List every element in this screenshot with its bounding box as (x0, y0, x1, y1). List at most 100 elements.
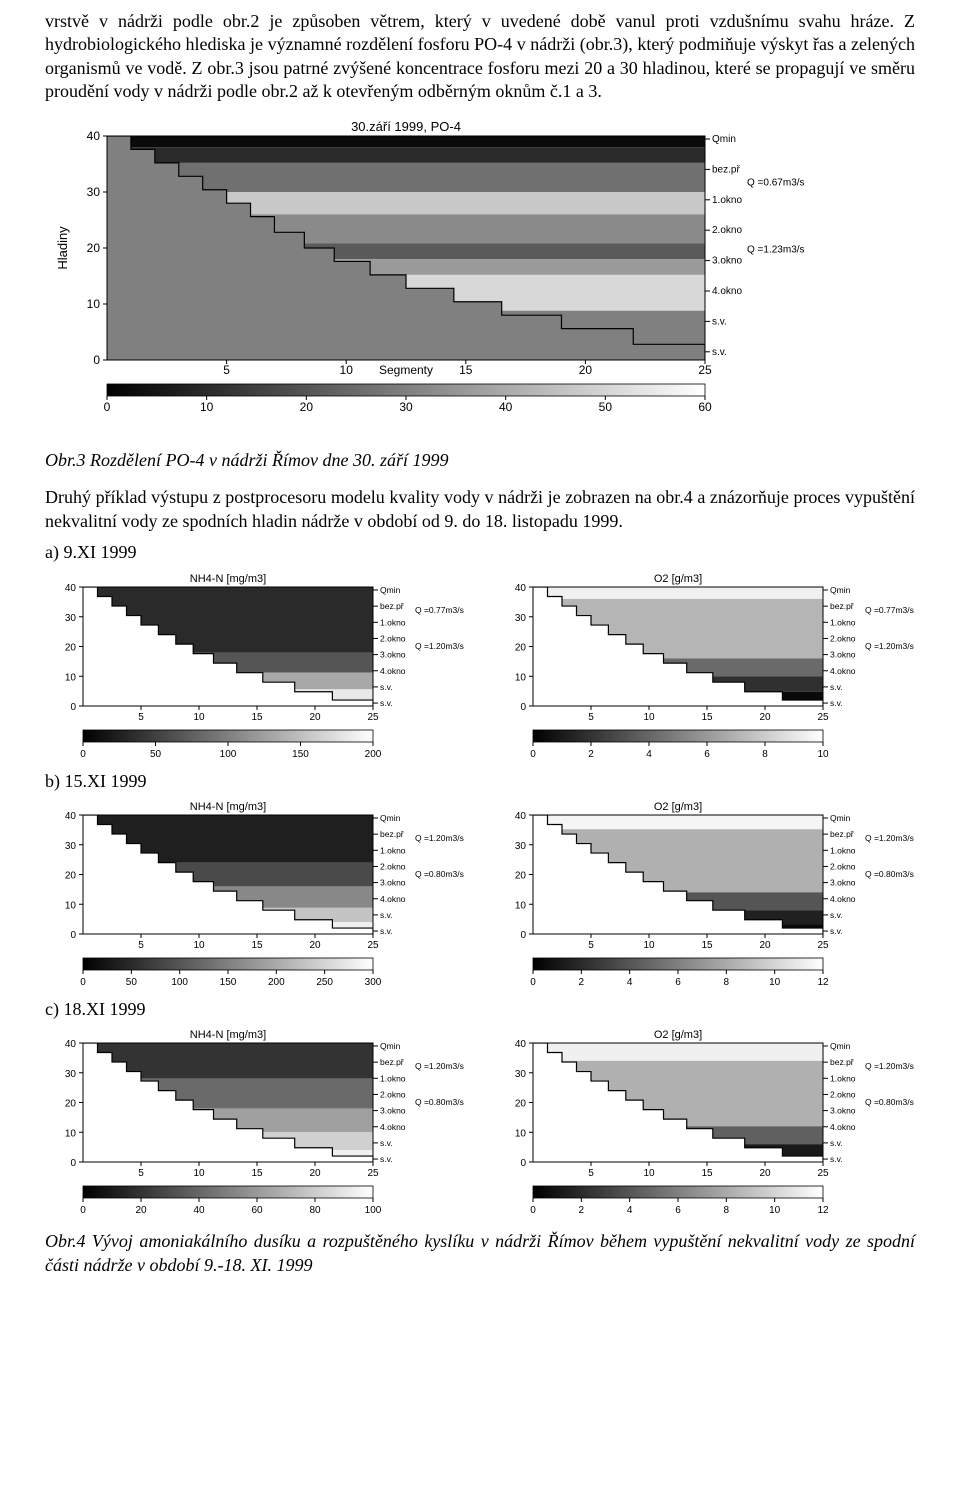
fig4-caption: Obr.4 Vývoj amoniakálního dusíku a rozpu… (45, 1230, 915, 1277)
svg-text:200: 200 (268, 977, 285, 988)
svg-text:25: 25 (817, 712, 829, 723)
svg-text:0: 0 (70, 930, 76, 941)
svg-text:Qmin: Qmin (380, 585, 401, 595)
svg-text:25: 25 (817, 940, 829, 951)
svg-text:Q =1.20m3/s: Q =1.20m3/s (865, 640, 914, 650)
svg-text:20: 20 (300, 400, 314, 414)
svg-text:s.v.: s.v. (830, 1154, 843, 1164)
svg-text:4.okno: 4.okno (830, 894, 856, 904)
svg-text:30: 30 (515, 612, 527, 623)
svg-text:0: 0 (530, 977, 536, 988)
svg-text:15: 15 (701, 712, 713, 723)
svg-text:60: 60 (698, 400, 712, 414)
svg-text:0: 0 (530, 1205, 536, 1216)
svg-text:30: 30 (515, 841, 527, 852)
svg-text:0: 0 (104, 400, 111, 414)
svg-text:10: 10 (200, 400, 214, 414)
svg-text:10: 10 (65, 900, 77, 911)
svg-text:25: 25 (367, 940, 379, 951)
svg-text:10: 10 (515, 900, 527, 911)
svg-text:Q =0.80m3/s: Q =0.80m3/s (865, 1097, 914, 1107)
svg-text:s.v.: s.v. (380, 910, 393, 920)
fig4-panel: 010203040510152025NH4-N [mg/m3]Qminbez.p… (45, 1025, 465, 1220)
svg-text:15: 15 (251, 1168, 263, 1179)
svg-text:Q =1.20m3/s: Q =1.20m3/s (865, 1061, 914, 1071)
svg-text:60: 60 (251, 1205, 263, 1216)
svg-text:Q =0.80m3/s: Q =0.80m3/s (415, 869, 464, 879)
svg-text:s.v.: s.v. (830, 698, 843, 708)
fig4-panel: 010203040510152025O2 [g/m3]Qminbez.př1.o… (495, 569, 915, 764)
svg-text:2: 2 (588, 749, 594, 760)
svg-text:50: 50 (150, 749, 162, 760)
svg-text:s.v.: s.v. (830, 1138, 843, 1148)
svg-text:s.v.: s.v. (380, 698, 393, 708)
svg-text:3.okno: 3.okno (712, 255, 742, 266)
svg-text:s.v.: s.v. (380, 1154, 393, 1164)
svg-text:10: 10 (193, 940, 205, 951)
svg-text:O2 [g/m3]: O2 [g/m3] (654, 1029, 702, 1041)
svg-text:5: 5 (138, 1168, 144, 1179)
svg-text:bez.př: bez.př (830, 601, 854, 611)
svg-text:30: 30 (65, 612, 77, 623)
svg-text:10: 10 (340, 363, 354, 377)
svg-text:1.okno: 1.okno (380, 617, 406, 627)
svg-text:1.okno: 1.okno (380, 845, 406, 855)
svg-text:8: 8 (762, 749, 768, 760)
svg-text:s.v.: s.v. (830, 926, 843, 936)
intro-paragraph: vrstvě v nádrži podle obr.2 je způsoben … (45, 10, 915, 104)
svg-text:5: 5 (588, 712, 594, 723)
fig4-row-a: 010203040510152025NH4-N [mg/m3]Qminbez.p… (45, 569, 915, 764)
svg-text:40: 40 (193, 1205, 205, 1216)
svg-text:2.okno: 2.okno (830, 633, 856, 643)
svg-text:20: 20 (309, 1168, 321, 1179)
svg-text:Qmin: Qmin (380, 813, 401, 823)
svg-text:Q =1.20m3/s: Q =1.20m3/s (865, 833, 914, 843)
svg-text:10: 10 (643, 712, 655, 723)
svg-text:Q =0.80m3/s: Q =0.80m3/s (415, 1097, 464, 1107)
svg-text:bez.př: bez.př (830, 1057, 854, 1067)
svg-text:5: 5 (223, 363, 230, 377)
svg-text:25: 25 (698, 363, 712, 377)
svg-text:2.okno: 2.okno (380, 633, 406, 643)
svg-text:4.okno: 4.okno (712, 286, 742, 297)
svg-text:Q =1.23m3/s: Q =1.23m3/s (747, 244, 805, 255)
svg-text:100: 100 (171, 977, 188, 988)
svg-text:20: 20 (515, 870, 527, 881)
svg-text:15: 15 (701, 940, 713, 951)
svg-text:Q =0.77m3/s: Q =0.77m3/s (865, 605, 914, 615)
svg-text:30: 30 (65, 1069, 77, 1080)
label-a: a) 9.XI 1999 (45, 541, 915, 564)
svg-text:25: 25 (817, 1168, 829, 1179)
svg-text:3.okno: 3.okno (380, 649, 406, 659)
svg-text:s.v.: s.v. (830, 681, 843, 691)
svg-text:2: 2 (579, 977, 585, 988)
svg-text:100: 100 (220, 749, 237, 760)
svg-text:10: 10 (643, 940, 655, 951)
svg-text:100: 100 (365, 1205, 382, 1216)
svg-text:30: 30 (87, 185, 101, 199)
svg-text:0: 0 (80, 1205, 86, 1216)
svg-text:5: 5 (138, 712, 144, 723)
svg-text:40: 40 (87, 129, 101, 143)
svg-text:Qmin: Qmin (712, 134, 736, 145)
svg-text:4.okno: 4.okno (830, 1122, 856, 1132)
svg-text:10: 10 (87, 297, 101, 311)
svg-text:250: 250 (316, 977, 333, 988)
svg-text:4.okno: 4.okno (830, 665, 856, 675)
svg-text:15: 15 (701, 1168, 713, 1179)
svg-text:20: 20 (135, 1205, 147, 1216)
svg-text:8: 8 (724, 1205, 730, 1216)
svg-text:150: 150 (292, 749, 309, 760)
svg-text:1.okno: 1.okno (380, 1074, 406, 1084)
svg-text:s.v.: s.v. (380, 681, 393, 691)
svg-text:s.v.: s.v. (380, 1138, 393, 1148)
svg-text:Q =0.77m3/s: Q =0.77m3/s (415, 605, 464, 615)
svg-text:10: 10 (193, 712, 205, 723)
svg-text:2.okno: 2.okno (830, 861, 856, 871)
svg-text:0: 0 (93, 353, 100, 367)
svg-text:Qmin: Qmin (380, 1041, 401, 1051)
svg-text:20: 20 (759, 712, 771, 723)
svg-text:Hladiny: Hladiny (55, 225, 70, 269)
svg-text:20: 20 (65, 1099, 77, 1110)
svg-text:20: 20 (579, 363, 593, 377)
